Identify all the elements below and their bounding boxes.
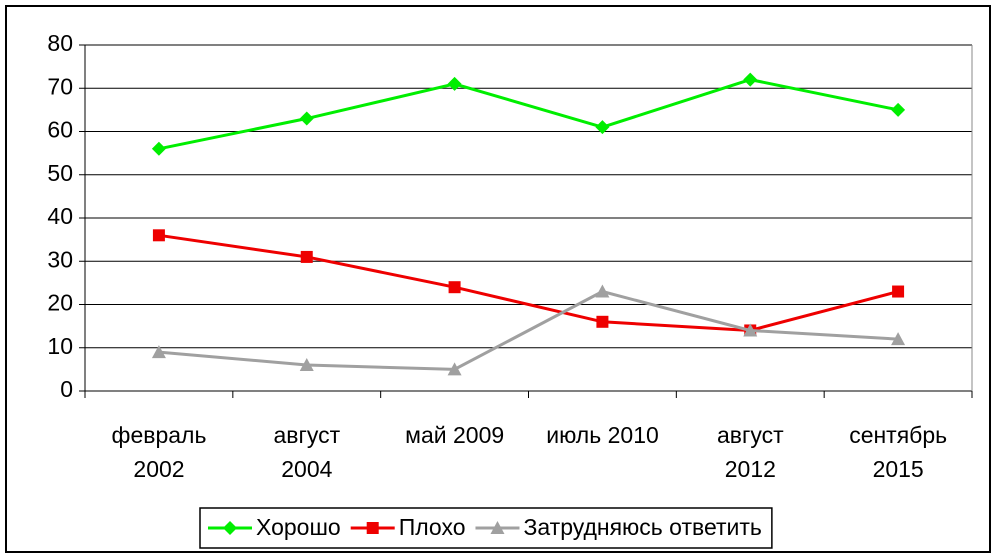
data-point xyxy=(300,250,313,263)
y-tick-label: 50 xyxy=(47,160,73,186)
data-point xyxy=(447,362,462,376)
legend-marker xyxy=(223,521,237,535)
legend-label: Затрудняюсь ответить xyxy=(523,514,761,540)
x-tick-label: сентябрь 2015 xyxy=(849,422,948,482)
data-point xyxy=(447,76,462,91)
data-point xyxy=(891,332,906,346)
data-point xyxy=(595,284,610,298)
y-tick-label: 30 xyxy=(47,246,73,272)
chart-frame xyxy=(5,5,991,553)
data-point xyxy=(151,345,166,359)
x-tick-label: май 2009 xyxy=(405,422,505,448)
y-tick-label: 20 xyxy=(47,290,73,316)
series-line xyxy=(158,233,899,332)
legend-label: Хорошо xyxy=(256,514,341,540)
data-point xyxy=(299,358,314,372)
legend-marker xyxy=(366,522,379,534)
data-point xyxy=(892,285,905,298)
data-point xyxy=(151,141,166,156)
series-line xyxy=(158,289,899,371)
y-tick-label: 40 xyxy=(47,203,73,229)
data-point xyxy=(891,102,906,117)
data-point xyxy=(448,281,461,294)
data-point xyxy=(595,120,610,135)
y-tick-label: 10 xyxy=(47,333,73,359)
y-tick-label: 60 xyxy=(47,117,73,143)
legend-marker xyxy=(490,521,505,534)
y-tick-label: 80 xyxy=(47,30,73,56)
x-tick-label: август 2012 xyxy=(716,422,784,482)
data-point xyxy=(596,315,609,328)
data-point xyxy=(743,72,758,87)
series-line xyxy=(158,78,899,151)
data-point xyxy=(152,229,165,242)
x-tick-label: февраль 2002 xyxy=(111,422,207,482)
y-tick-label: 70 xyxy=(47,73,73,99)
x-tick-label: июль 2010 xyxy=(546,422,659,448)
data-point xyxy=(299,111,314,126)
legend-label: Плохо xyxy=(399,514,466,540)
x-tick-label: август 2004 xyxy=(273,422,341,482)
y-tick-label: 0 xyxy=(60,376,73,402)
data-point xyxy=(743,323,758,337)
